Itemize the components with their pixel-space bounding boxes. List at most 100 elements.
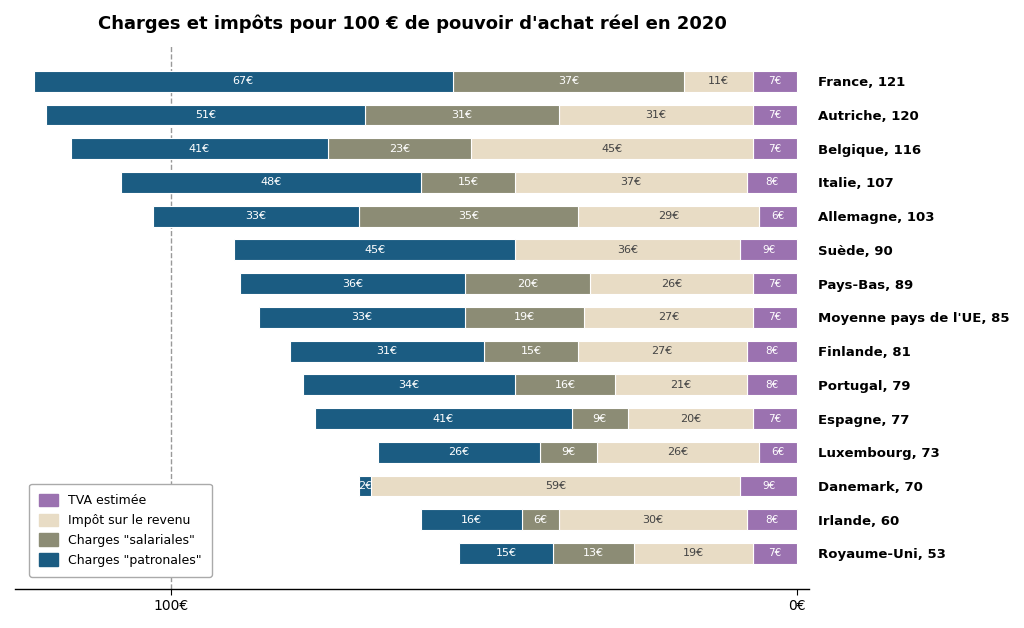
Bar <box>753 71 797 92</box>
Bar <box>753 307 797 328</box>
Text: 2€: 2€ <box>358 481 373 491</box>
Bar <box>753 273 797 294</box>
Text: 26€: 26€ <box>662 279 682 289</box>
Bar <box>753 543 797 564</box>
Text: 15€: 15€ <box>458 178 479 188</box>
Bar <box>740 239 797 261</box>
Bar <box>121 172 422 193</box>
Bar <box>553 543 634 564</box>
Bar <box>459 543 553 564</box>
Text: 31€: 31€ <box>377 346 397 356</box>
Bar <box>746 172 797 193</box>
Bar <box>753 408 797 429</box>
Text: 26€: 26€ <box>668 447 688 457</box>
Bar <box>453 71 684 92</box>
Bar <box>328 138 471 159</box>
Bar <box>740 475 797 497</box>
Text: 29€: 29€ <box>657 211 679 221</box>
Bar <box>753 104 797 126</box>
Text: 45€: 45€ <box>602 144 623 154</box>
Bar <box>746 509 797 530</box>
Text: 19€: 19€ <box>514 312 536 322</box>
Bar <box>746 340 797 362</box>
Bar <box>634 543 753 564</box>
Text: 41€: 41€ <box>188 144 210 154</box>
Text: 30€: 30€ <box>642 515 664 525</box>
Text: 37€: 37€ <box>558 76 579 86</box>
Bar <box>303 374 515 395</box>
Text: 8€: 8€ <box>765 178 778 188</box>
Bar <box>34 71 453 92</box>
Bar <box>72 138 328 159</box>
Bar <box>746 374 797 395</box>
Text: 35€: 35€ <box>458 211 479 221</box>
Bar <box>315 408 571 429</box>
Bar <box>378 442 541 463</box>
Text: 13€: 13€ <box>583 548 604 558</box>
Text: 48€: 48€ <box>261 178 282 188</box>
Text: 15€: 15€ <box>520 346 542 356</box>
Text: 16€: 16€ <box>555 380 575 390</box>
Text: 9€: 9€ <box>762 245 775 255</box>
Text: 67€: 67€ <box>232 76 254 86</box>
Bar <box>515 172 746 193</box>
Bar <box>484 340 578 362</box>
Bar <box>471 138 753 159</box>
Bar <box>559 104 753 126</box>
Bar <box>571 408 628 429</box>
Text: 7€: 7€ <box>768 76 781 86</box>
Text: 16€: 16€ <box>461 515 482 525</box>
Bar <box>684 71 753 92</box>
Text: 27€: 27€ <box>651 346 673 356</box>
Bar <box>240 273 465 294</box>
Text: 59€: 59€ <box>546 481 566 491</box>
Bar <box>615 374 746 395</box>
Bar <box>515 374 615 395</box>
Text: 7€: 7€ <box>768 110 781 120</box>
Bar <box>422 509 521 530</box>
Bar <box>366 104 559 126</box>
Bar <box>233 239 515 261</box>
Text: 31€: 31€ <box>452 110 473 120</box>
Title: Charges et impôts pour 100 € de pouvoir d'achat réel en 2020: Charges et impôts pour 100 € de pouvoir … <box>97 15 726 33</box>
Bar <box>290 340 484 362</box>
Text: 27€: 27€ <box>657 312 679 322</box>
Text: 9€: 9€ <box>762 481 775 491</box>
Bar <box>259 307 465 328</box>
Text: 26€: 26€ <box>449 447 470 457</box>
Text: 11€: 11€ <box>708 76 729 86</box>
Text: 9€: 9€ <box>593 414 607 423</box>
Text: 31€: 31€ <box>645 110 667 120</box>
Bar <box>584 307 753 328</box>
Bar <box>422 172 515 193</box>
Bar <box>541 442 597 463</box>
Bar <box>515 239 740 261</box>
Text: 51€: 51€ <box>196 110 216 120</box>
Bar <box>465 307 584 328</box>
Text: 6€: 6€ <box>771 211 784 221</box>
Text: 15€: 15€ <box>496 548 516 558</box>
Text: 41€: 41€ <box>433 414 454 423</box>
Bar <box>753 138 797 159</box>
Bar <box>597 442 759 463</box>
Text: 20€: 20€ <box>517 279 539 289</box>
Text: 23€: 23€ <box>389 144 411 154</box>
Bar <box>590 273 753 294</box>
Text: 8€: 8€ <box>765 346 778 356</box>
Text: 19€: 19€ <box>683 548 705 558</box>
Text: 45€: 45€ <box>364 245 385 255</box>
Bar <box>759 442 797 463</box>
Legend: TVA estimée, Impôt sur le revenu, Charges "salariales", Charges "patronales": TVA estimée, Impôt sur le revenu, Charge… <box>30 484 212 577</box>
Text: 7€: 7€ <box>768 279 781 289</box>
Bar <box>578 340 746 362</box>
Text: 8€: 8€ <box>765 515 778 525</box>
Text: 7€: 7€ <box>768 414 781 423</box>
Text: 33€: 33€ <box>246 211 266 221</box>
Bar <box>153 206 359 227</box>
Bar <box>559 509 746 530</box>
Bar <box>759 206 797 227</box>
Bar <box>521 509 559 530</box>
Text: 9€: 9€ <box>561 447 575 457</box>
Text: 7€: 7€ <box>768 144 781 154</box>
Bar <box>359 206 578 227</box>
